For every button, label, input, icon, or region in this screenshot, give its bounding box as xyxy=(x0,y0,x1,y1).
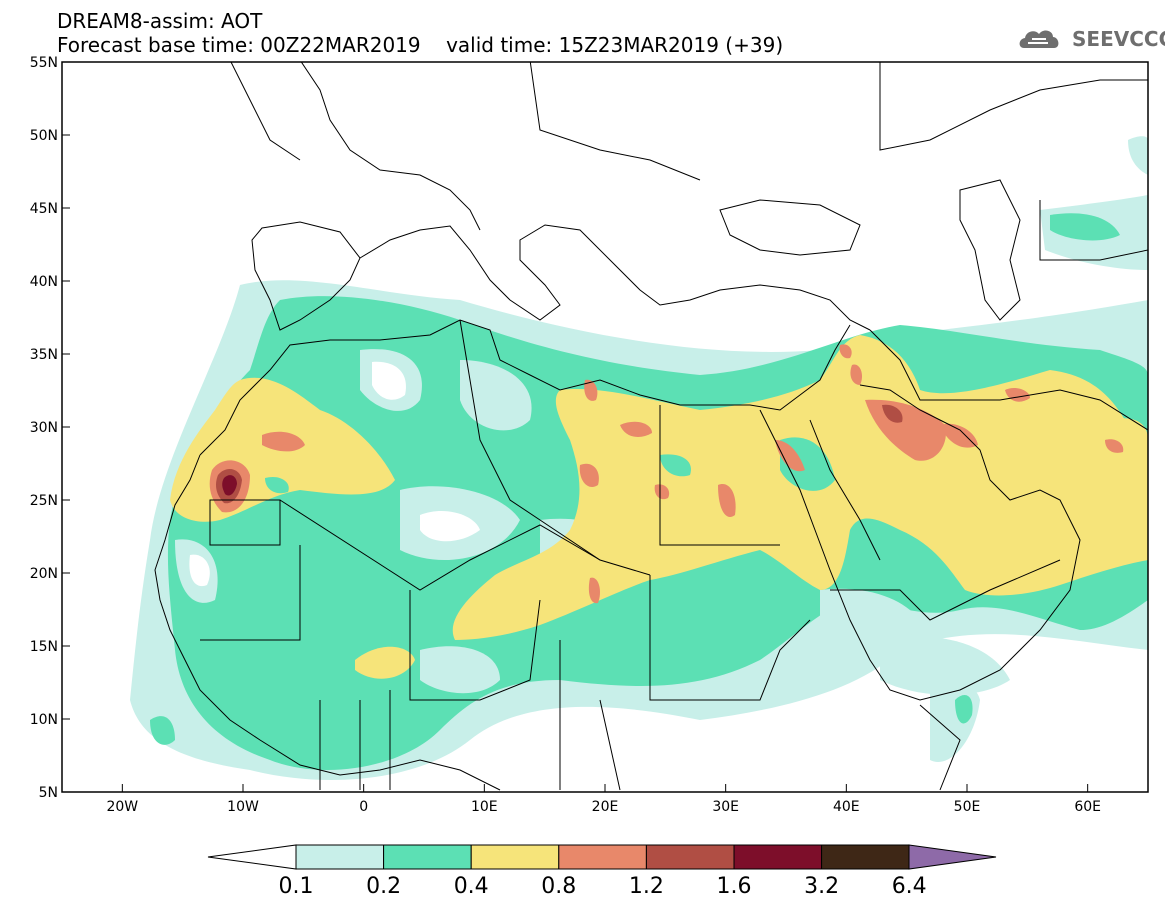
colorbar-label: 0.2 xyxy=(366,874,401,899)
colorbar-swatch xyxy=(645,844,735,870)
lat-tick-label: 20N xyxy=(30,566,58,582)
colorbar-over-arrow xyxy=(908,844,997,870)
lat-tick-label: 45N xyxy=(30,201,58,217)
lon-tick-label: 30E xyxy=(712,799,739,815)
base-time: Forecast base time: 00Z22MAR2019 xyxy=(57,33,421,57)
latitude-ticks: 55N 50N 45N 40N 35N 30N 25N 20N 15N 10N 5N xyxy=(30,55,70,801)
lon-tick-label: 20W xyxy=(106,799,138,815)
colorbar-under-arrow xyxy=(207,844,297,870)
lon-tick-label: 20E xyxy=(592,799,619,815)
colorbar: 0.1 0.2 0.4 0.8 1.2 1.6 3.2 6.4 xyxy=(207,844,997,899)
colorbar-label: 3.2 xyxy=(804,874,839,899)
longitude-ticks: 20W 10W 0 10E 20E 30E 40E 50E 60E xyxy=(106,784,1101,815)
lon-tick-label: 0 xyxy=(359,799,368,815)
lat-tick-label: 25N xyxy=(30,493,58,509)
chart-subtitle: Forecast base time: 00Z22MAR2019 valid t… xyxy=(57,34,783,56)
valid-time: valid time: 15Z23MAR2019 (+39) xyxy=(446,33,784,57)
logo-text: SEEVCCC xyxy=(1072,27,1165,51)
colorbar-label: 0.1 xyxy=(279,874,314,899)
colorbar-swatch xyxy=(470,844,560,870)
colorbar-swatch xyxy=(821,844,910,870)
colorbar-swatch xyxy=(295,844,385,870)
chart-title: DREAM8-assim: AOT xyxy=(57,9,263,33)
colorbar-swatch xyxy=(558,844,647,870)
colorbar-swatch xyxy=(733,844,823,870)
coastlines xyxy=(154,62,1148,791)
colorbar-label: 1.6 xyxy=(717,874,752,899)
colorbar-swatch xyxy=(383,844,472,870)
lon-tick-label: 40E xyxy=(833,799,860,815)
lon-tick-label: 10W xyxy=(227,799,259,815)
aot-shading xyxy=(130,136,1148,780)
colorbar-label: 6.4 xyxy=(892,874,927,899)
lat-tick-label: 5N xyxy=(39,785,58,801)
lon-tick-label: 50E xyxy=(954,799,981,815)
lon-tick-label: 10E xyxy=(471,799,498,815)
lat-tick-label: 35N xyxy=(30,347,58,363)
colorbar-label: 1.2 xyxy=(629,874,664,899)
lon-tick-label: 60E xyxy=(1074,799,1101,815)
lat-tick-label: 15N xyxy=(30,639,58,655)
lat-tick-label: 40N xyxy=(30,274,58,290)
lat-tick-label: 10N xyxy=(30,712,58,728)
cloud-icon xyxy=(1019,30,1059,48)
aot-band-1.6 xyxy=(222,475,237,496)
colorbar-label: 0.8 xyxy=(541,874,576,899)
lat-tick-label: 30N xyxy=(30,420,58,436)
colorbar-label: 0.4 xyxy=(454,874,489,899)
lat-tick-label: 55N xyxy=(30,55,58,71)
lat-tick-label: 50N xyxy=(30,128,58,144)
